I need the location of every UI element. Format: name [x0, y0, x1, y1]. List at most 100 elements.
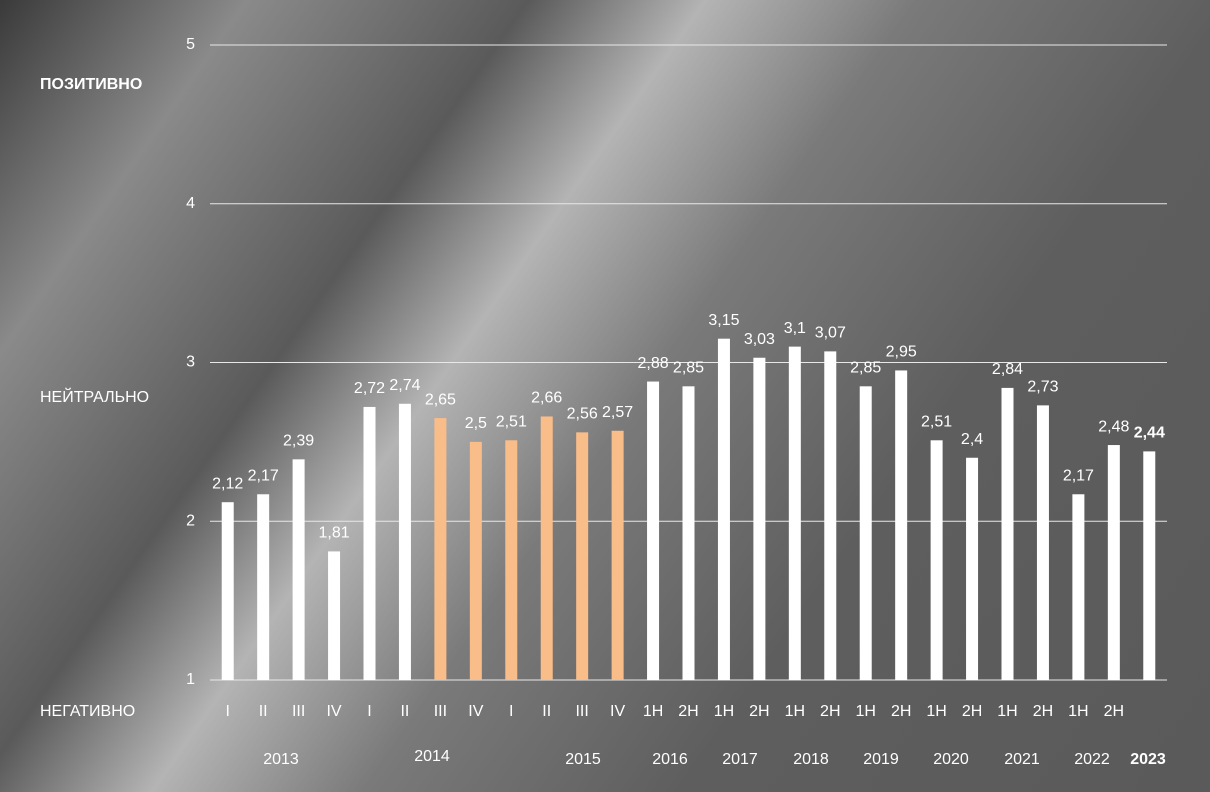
- value-label: 2,88: [637, 355, 668, 372]
- year-label: 2022: [1074, 751, 1110, 768]
- value-label: 3,07: [815, 325, 846, 342]
- bar: [717, 338, 730, 680]
- value-label: 2,65: [425, 391, 456, 408]
- x-tick-label: IV: [610, 703, 625, 720]
- x-tick-label: I: [225, 703, 229, 720]
- x-tick-label: II: [542, 703, 551, 720]
- value-label: 1,81: [318, 525, 349, 542]
- bar: [859, 386, 872, 680]
- year-label: 2020: [933, 751, 969, 768]
- year-label: 2023: [1130, 751, 1166, 768]
- bar: [895, 370, 908, 680]
- x-tick-label: 1H: [714, 703, 734, 720]
- y-tick-label: 1: [186, 671, 195, 688]
- value-label: 2,12: [212, 475, 243, 492]
- value-label: 2,66: [531, 390, 562, 407]
- side-annotation: НЕГАТИВНО: [40, 703, 135, 720]
- x-tick-label: III: [575, 703, 588, 720]
- bar: [1072, 494, 1085, 680]
- x-tick-label: 2H: [678, 703, 698, 720]
- year-label: 2017: [722, 751, 758, 768]
- side-annotation: НЕЙТРАЛЬНО: [40, 387, 149, 406]
- value-label: 3,1: [784, 320, 806, 337]
- y-tick-label: 5: [186, 36, 195, 53]
- bar: [257, 494, 270, 680]
- x-tick-label: 2H: [1033, 703, 1053, 720]
- bar: [1036, 405, 1049, 680]
- bar: [682, 386, 695, 680]
- bar: [647, 381, 660, 680]
- bar: [1001, 387, 1014, 680]
- y-tick-label: 4: [186, 195, 195, 212]
- bar: [576, 432, 589, 680]
- bar: [292, 459, 305, 680]
- bar: [611, 430, 624, 680]
- bar: [221, 502, 234, 680]
- year-label: 2019: [863, 751, 899, 768]
- value-label: 2,57: [602, 404, 633, 421]
- x-tick-label: 1H: [643, 703, 663, 720]
- value-label: 2,84: [992, 361, 1023, 378]
- x-tick-label: 1H: [1068, 703, 1088, 720]
- x-tick-label: II: [400, 703, 409, 720]
- value-label: 2,39: [283, 433, 314, 450]
- x-tick-label: III: [292, 703, 305, 720]
- value-label: 2,74: [389, 377, 420, 394]
- value-label: 2,17: [248, 467, 279, 484]
- value-label: 2,51: [496, 414, 527, 431]
- value-label: 2,5: [465, 415, 487, 432]
- bar: [505, 440, 518, 680]
- bar: [469, 441, 482, 680]
- value-label: 2,72: [354, 380, 385, 397]
- year-label: 2014: [414, 748, 450, 765]
- bar: [363, 406, 376, 680]
- x-tick-label: 1H: [785, 703, 805, 720]
- year-label: 2016: [652, 751, 688, 768]
- bar: [1107, 445, 1120, 680]
- year-label: 2018: [793, 751, 829, 768]
- x-tick-label: 1H: [855, 703, 875, 720]
- year-label: 2021: [1004, 751, 1040, 768]
- value-label: 2,85: [673, 360, 704, 377]
- bar: [930, 440, 943, 680]
- value-label: 2,56: [567, 406, 598, 423]
- y-tick-label: 3: [186, 354, 195, 371]
- value-label: 2,51: [921, 414, 952, 431]
- bar: [966, 457, 979, 680]
- x-tick-label: 1H: [926, 703, 946, 720]
- value-label: 2,17: [1063, 467, 1094, 484]
- x-tick-label: I: [509, 703, 513, 720]
- x-tick-label: 2H: [891, 703, 911, 720]
- bar: [540, 416, 553, 680]
- x-tick-label: II: [259, 703, 268, 720]
- bar: [753, 357, 766, 680]
- y-tick-label: 2: [186, 512, 195, 529]
- bar: [788, 346, 801, 680]
- value-label: 3,03: [744, 331, 775, 348]
- year-label: 2013: [263, 751, 299, 768]
- value-label: 2,44: [1134, 425, 1165, 442]
- x-tick-label: 2H: [749, 703, 769, 720]
- year-label: 2015: [565, 751, 601, 768]
- value-label: 3,15: [708, 312, 739, 329]
- x-tick-label: I: [367, 703, 371, 720]
- x-tick-label: IV: [468, 703, 483, 720]
- value-label: 2,4: [961, 431, 983, 448]
- bar: [434, 418, 447, 680]
- value-label: 2,95: [886, 344, 917, 361]
- x-tick-label: 2H: [820, 703, 840, 720]
- bar: [824, 351, 837, 680]
- bar: [398, 403, 411, 680]
- value-label: 2,73: [1027, 379, 1058, 396]
- bar: [1143, 451, 1156, 680]
- value-label: 2,85: [850, 360, 881, 377]
- x-tick-label: 2H: [1104, 703, 1124, 720]
- x-tick-label: 2H: [962, 703, 982, 720]
- value-label: 2,48: [1098, 418, 1129, 435]
- side-annotation: ПОЗИТИВНО: [40, 76, 142, 93]
- bar: [328, 551, 341, 680]
- x-tick-label: III: [434, 703, 447, 720]
- x-tick-label: IV: [326, 703, 341, 720]
